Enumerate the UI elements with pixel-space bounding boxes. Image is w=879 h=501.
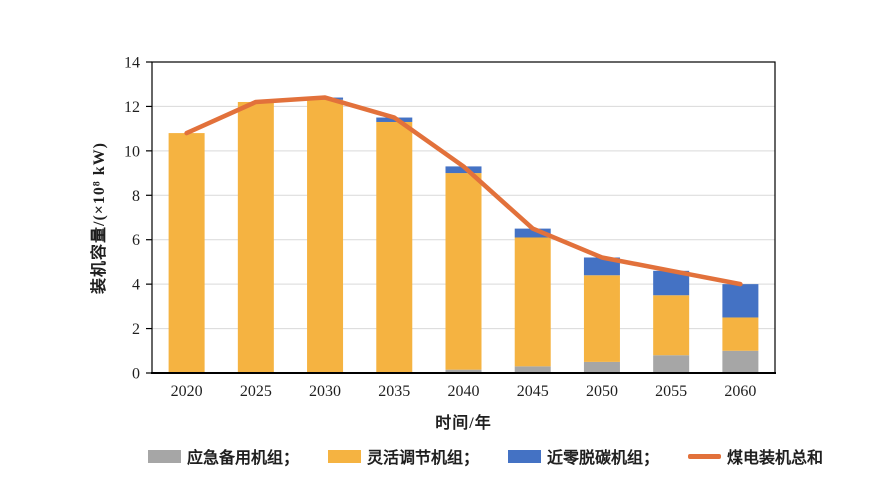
x-tick-label: 2035	[378, 383, 410, 400]
bar-segment	[445, 173, 482, 370]
x-tick-label: 2030	[309, 383, 341, 400]
bar-segment	[722, 317, 759, 351]
orange-line-swatch-icon	[688, 453, 722, 459]
legend-label: 灵活调节机组；	[367, 450, 480, 467]
x-tick-label: 2055	[655, 383, 687, 400]
legend-label: 应急备用机组；	[187, 450, 300, 467]
legend-label: 近零脱碳机组；	[547, 450, 660, 467]
bar-segment	[722, 284, 759, 318]
legend-item-flexible-regulation: 灵活调节机组；	[328, 444, 479, 468]
x-tick-label: 2050	[586, 383, 618, 400]
y-tick-label: 14	[124, 55, 140, 72]
legend-item-coal-total: 煤电装机总和	[688, 444, 823, 468]
y-tick-label: 4	[132, 277, 140, 294]
y-tick-label: 0	[132, 366, 140, 383]
legend: 应急备用机组； 灵活调节机组； 近零脱碳机组； 煤电装机总和	[148, 444, 823, 468]
x-tick-label: 2040	[448, 383, 480, 400]
bar-segment	[376, 121, 413, 373]
bar-segment	[445, 166, 482, 174]
bar-segment	[168, 133, 205, 373]
bar-segment	[514, 237, 551, 367]
blue-swatch-icon	[508, 449, 542, 463]
yellow-swatch-icon	[328, 449, 362, 463]
plot-area: 0 2 4 6 8 10 12 14 2020 2025 2030 2035 2040 2045 2050 2…	[124, 55, 776, 400]
y-tick-label: 10	[124, 143, 140, 160]
y-tick-label: 2	[132, 321, 140, 338]
bar-segment	[237, 101, 274, 373]
bar-segment	[307, 99, 344, 373]
x-axis-title: 时间/年	[435, 415, 492, 432]
total-line	[184, 95, 743, 287]
x-tick-label: 2060	[724, 383, 756, 400]
bar-segment	[583, 361, 620, 373]
legend-item-emergency-backup: 应急备用机组；	[148, 444, 299, 468]
x-tick-label: 2045	[517, 383, 549, 400]
x-tick-label: 2025	[240, 383, 272, 400]
y-tick-label: 8	[132, 188, 140, 205]
x-tick-label: 2020	[171, 383, 203, 400]
bar-segment	[583, 275, 620, 362]
bar-segment	[653, 295, 690, 356]
y-tick-label: 12	[124, 99, 140, 116]
gray-swatch-icon	[148, 449, 181, 463]
bar-segment	[514, 228, 551, 238]
bar-segment	[445, 369, 482, 373]
bar-segment	[653, 355, 690, 373]
bar-segment	[722, 350, 759, 373]
legend-label: 煤电装机总和	[727, 450, 824, 467]
bar-segment	[514, 366, 551, 373]
bar-segment	[583, 257, 620, 276]
y-tick-label: 6	[132, 232, 140, 249]
legend-item-near-zero-decarbon: 近零脱碳机组；	[508, 444, 659, 468]
y-axis-title: 装机容量/(×10⁸ kW)	[91, 142, 108, 294]
